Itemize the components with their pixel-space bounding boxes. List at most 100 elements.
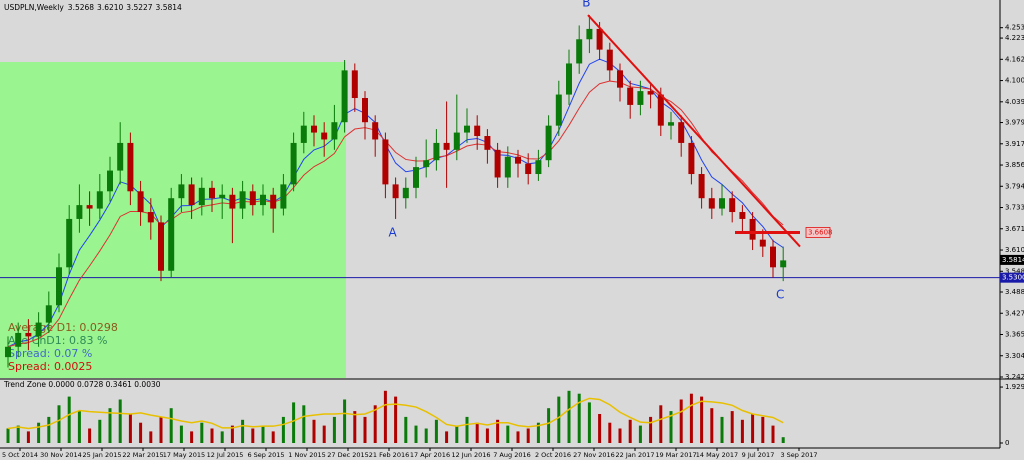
candle-body	[76, 205, 83, 219]
y-tick-label: 3.9790	[1005, 119, 1024, 127]
y-tick-label: 3.7330	[1005, 204, 1024, 212]
moving-average	[7, 80, 784, 348]
candle-body	[188, 184, 195, 206]
moving-average	[7, 58, 784, 348]
candle-body	[290, 142, 297, 185]
candle-body	[494, 149, 501, 178]
candle-body	[137, 191, 144, 213]
trend-bar	[638, 425, 642, 443]
x-tick-label: 25 Jan 2015	[83, 451, 122, 459]
candle-body	[402, 187, 409, 199]
trend-bar	[475, 422, 479, 443]
trend-bar	[740, 419, 744, 443]
annotation: Ave ChD1: 0.83 %	[8, 334, 107, 347]
ohlc: 3.5227	[126, 3, 152, 12]
y-tick-label: 4.0390	[1005, 98, 1024, 106]
candle-body	[249, 191, 256, 206]
candle-body	[25, 332, 32, 337]
candle-body	[219, 194, 226, 199]
trend-bar	[465, 416, 469, 443]
trend-bar	[332, 416, 336, 443]
trend-bar	[720, 416, 724, 443]
candle-body	[117, 142, 124, 171]
trend-bar	[394, 396, 398, 443]
candle-body	[484, 136, 491, 150]
trend-bar	[200, 422, 204, 443]
y-tick-label: 4.1005	[1005, 77, 1024, 85]
candle-body	[780, 260, 787, 268]
trend-bar	[108, 408, 112, 443]
candle-body	[637, 91, 644, 105]
candle-body	[545, 125, 552, 161]
trend-bar	[577, 393, 581, 443]
trend-bar	[730, 411, 734, 443]
candle-body	[331, 122, 338, 140]
x-tick-label: 17 Apr 2016	[410, 451, 450, 459]
trend-bar	[383, 390, 387, 443]
candle-body	[127, 142, 134, 192]
trend-bar	[57, 405, 61, 443]
x-tick-label: 3 Sep 2017	[780, 451, 817, 459]
annotation: Spread: 0.0025	[8, 360, 92, 373]
trend-bar	[659, 405, 663, 443]
candle-body	[759, 239, 766, 247]
x-tick-label: 2 Oct 2016	[535, 451, 571, 459]
trend-bar	[373, 405, 377, 443]
candle-body	[749, 218, 756, 240]
candle-body	[464, 125, 470, 133]
wave-label: A	[388, 225, 397, 239]
candle-body	[535, 160, 542, 175]
x-tick-label: 22 Jan 2017	[616, 451, 655, 459]
candle-body	[770, 246, 776, 268]
candle-body	[147, 212, 154, 223]
trend-average	[7, 397, 784, 430]
trend-bar	[261, 425, 265, 443]
candle-body	[729, 198, 736, 213]
x-tick-label: 27 Dec 2015	[327, 451, 369, 459]
trend-bar	[37, 422, 41, 443]
trend-bar	[649, 416, 653, 443]
trend-bar	[761, 416, 765, 443]
last-price-tag	[1000, 254, 1024, 265]
candle-body	[566, 63, 572, 95]
price-tag-label: 3.5300	[1002, 274, 1024, 282]
x-tick-label: 7 Aug 2016	[493, 451, 531, 459]
trend-bar	[751, 414, 755, 443]
candle-body	[606, 49, 613, 71]
trend-line	[587, 14, 801, 248]
candle-body	[35, 322, 42, 337]
trend-bar	[241, 419, 245, 443]
ohlc: 3.5814	[156, 3, 182, 12]
candle-body	[392, 184, 399, 199]
x-tick-label: 30 Nov 2014	[40, 451, 82, 459]
candle-body	[698, 174, 705, 199]
candle-body	[229, 194, 236, 209]
trend-bar	[179, 425, 183, 443]
trend-bar	[516, 431, 520, 443]
trend-bar	[669, 411, 673, 443]
last-price-label: 3.5814	[1002, 256, 1024, 264]
trend-bar	[363, 416, 367, 443]
trend-bar	[26, 431, 30, 443]
candle-body	[280, 184, 287, 209]
ohlc: 3.5268	[68, 3, 94, 12]
trend-bar	[547, 408, 551, 443]
wave-label: B	[582, 0, 590, 10]
trend-bar	[608, 422, 612, 443]
trend-bar	[526, 428, 530, 443]
candle-body	[45, 305, 52, 323]
y-tick-label: 1.9293	[1005, 383, 1024, 391]
x-tick-label: 21 Feb 2016	[369, 451, 409, 459]
trend-bar	[210, 428, 214, 443]
trend-bar	[343, 399, 347, 443]
x-tick-label: 6 Sep 2015	[247, 451, 284, 459]
candle-body	[362, 98, 368, 123]
x-tick-label: 1 Nov 2015	[288, 451, 326, 459]
candle-body	[86, 205, 93, 209]
y-tick-label: 3.3040	[1005, 352, 1024, 360]
trend-bar	[700, 396, 704, 443]
candle-body	[372, 122, 379, 140]
trend-bar	[47, 416, 51, 443]
trend-bar	[689, 393, 693, 443]
trend-bar	[557, 396, 561, 443]
